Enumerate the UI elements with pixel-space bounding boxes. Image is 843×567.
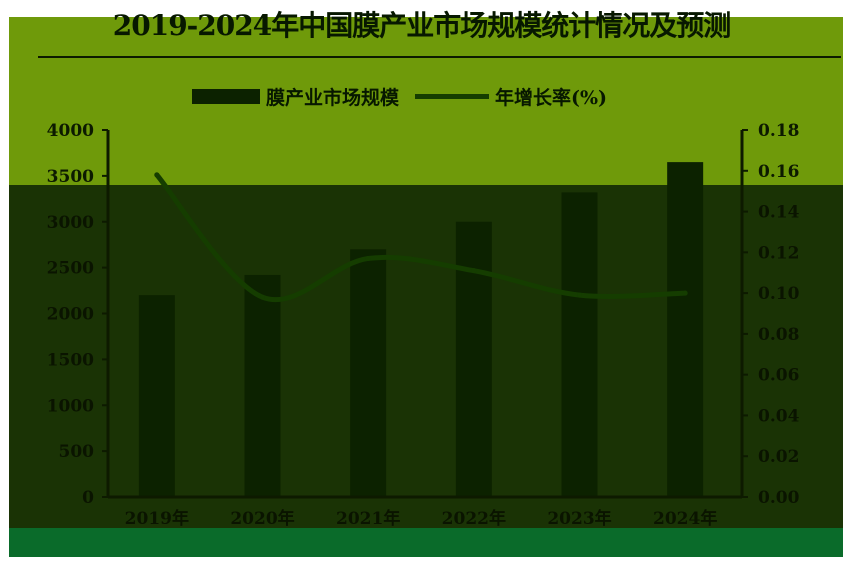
bar-3 xyxy=(455,221,492,497)
growth-rate-line xyxy=(154,172,688,302)
growth-rate-point-5 xyxy=(682,290,688,296)
x-tick-label-4: 2023年 xyxy=(547,508,611,529)
title-divider xyxy=(38,56,841,58)
y2-tick-label-8: 0.16 xyxy=(758,162,799,182)
x-tick-label-5: 2024年 xyxy=(653,508,717,529)
growth-rate-point-4 xyxy=(577,292,582,298)
legend-label-bar: 膜产业市场规模 xyxy=(266,86,400,109)
growth-rate-point-0 xyxy=(154,172,160,178)
bar-5 xyxy=(667,162,704,498)
chart-legend: 膜产业市场规模 年增长率(%) xyxy=(192,83,623,110)
y2-tick-label-3: 0.06 xyxy=(758,366,799,386)
growth-rate-point-1 xyxy=(260,294,265,300)
y-tick-label-3: 1500 xyxy=(47,350,94,370)
bar-0 xyxy=(138,295,175,497)
y-tick-label-2: 1000 xyxy=(47,396,94,416)
y2-tick-label-2: 0.04 xyxy=(758,406,800,426)
y-tick-label-8: 4000 xyxy=(47,121,94,141)
y-tick-label-4: 2000 xyxy=(47,305,94,325)
y2-tick-label-0: 0.00 xyxy=(758,488,800,508)
legend-item-bar: 膜产业市场规模 xyxy=(192,83,399,110)
y-tick-label-7: 3500 xyxy=(47,167,94,187)
y-tick-label-0: 0 xyxy=(82,488,94,508)
legend-label-line: 年增长率(%) xyxy=(495,86,608,109)
y2-tick-label-5: 0.10 xyxy=(758,284,800,304)
legend-swatch-bar xyxy=(192,88,260,104)
bar-2 xyxy=(350,249,387,497)
y2-tick-label-4: 0.08 xyxy=(758,325,799,345)
x-tick-label-2: 2021年 xyxy=(336,508,400,529)
x-tick-label-3: 2022年 xyxy=(442,508,506,529)
panel-strip xyxy=(9,528,843,557)
bar-1 xyxy=(244,274,281,497)
growth-rate-point-3 xyxy=(471,268,477,274)
y2-tick-label-1: 0.02 xyxy=(758,447,799,467)
y-tick-label-6: 3000 xyxy=(47,213,94,233)
y2-tick-label-6: 0.12 xyxy=(758,243,799,263)
y-tick-label-1: 500 xyxy=(59,442,95,462)
legend-item-line: 年增长率(%) xyxy=(415,83,607,110)
y-tick-label-5: 2500 xyxy=(47,259,94,279)
x-tick-label-0: 2019年 xyxy=(125,508,189,529)
y2-tick-label-7: 0.14 xyxy=(758,203,800,223)
chart-title: 2019-2024年中国膜产业市场规模统计情况及预测 xyxy=(112,9,731,42)
x-tick-label-1: 2020年 xyxy=(230,508,294,529)
panel-top xyxy=(9,17,843,185)
growth-rate-point-2 xyxy=(365,255,371,261)
legend-swatch-line xyxy=(415,93,490,99)
bar-4 xyxy=(561,192,598,497)
y2-tick-label-9: 0.18 xyxy=(758,121,799,141)
